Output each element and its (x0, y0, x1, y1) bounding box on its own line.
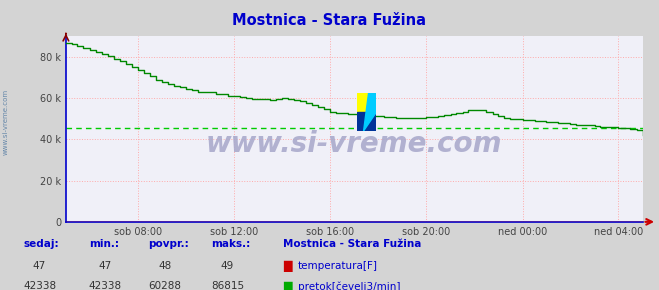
Text: pretok[čevelj3/min]: pretok[čevelj3/min] (298, 281, 401, 290)
Text: www.si-vreme.com: www.si-vreme.com (206, 130, 502, 158)
Text: min.:: min.: (89, 239, 119, 249)
Bar (357, 93, 376, 112)
Bar (357, 112, 376, 131)
Text: www.si-vreme.com: www.si-vreme.com (2, 89, 9, 155)
Text: Mostnica - Stara Fužina: Mostnica - Stara Fužina (233, 13, 426, 28)
Text: 42338: 42338 (89, 281, 122, 290)
Text: 48: 48 (158, 261, 171, 271)
Text: 47: 47 (33, 261, 46, 271)
Text: maks.:: maks.: (211, 239, 250, 249)
Text: povpr.:: povpr.: (148, 239, 189, 249)
Text: temperatura[F]: temperatura[F] (298, 261, 378, 271)
Text: █: █ (283, 281, 292, 290)
Polygon shape (364, 93, 376, 131)
Text: sedaj:: sedaj: (23, 239, 59, 249)
Text: 49: 49 (221, 261, 234, 271)
Text: Mostnica - Stara Fužina: Mostnica - Stara Fužina (283, 239, 422, 249)
Text: █: █ (283, 261, 292, 272)
Text: 60288: 60288 (148, 281, 181, 290)
Text: 86815: 86815 (211, 281, 244, 290)
Text: 42338: 42338 (23, 281, 56, 290)
Text: 47: 47 (99, 261, 112, 271)
